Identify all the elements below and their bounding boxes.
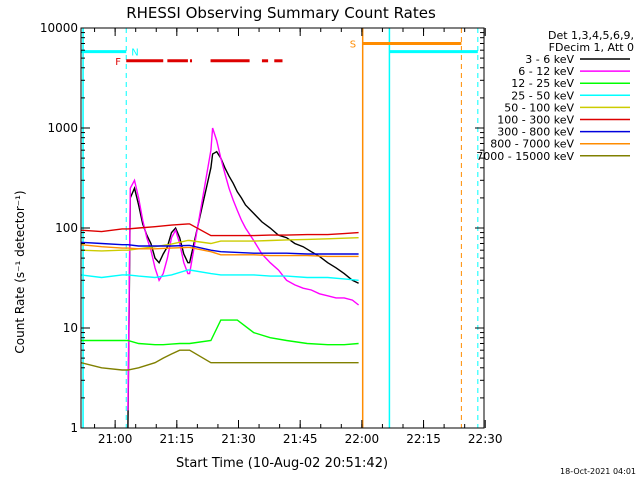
saa-flag-label: S	[350, 39, 356, 50]
series-group	[81, 28, 479, 428]
x-tick-label: 22:15	[406, 432, 441, 446]
x-tick-label: 21:00	[98, 432, 133, 446]
legend-label: 300 - 800 keV	[497, 126, 574, 139]
series-line	[81, 237, 359, 252]
series-line	[81, 319, 359, 346]
timestamp: 18-Oct-2021 04:01	[560, 467, 636, 476]
legend-label: 3 - 6 keV	[525, 53, 574, 66]
x-axis-label: Start Time (10-Aug-02 20:51:42)	[176, 456, 388, 471]
legend-label: 100 - 300 keV	[497, 114, 574, 127]
legend-label: 7000 - 15000 keV	[476, 150, 574, 163]
series-line	[81, 349, 359, 371]
legend-label: 6 - 12 keV	[518, 65, 574, 78]
legend-header: Det 1,3,4,5,6,9, FDecim 1, Att 0	[548, 29, 634, 54]
x-tick-label: 22:00	[345, 432, 380, 446]
axes: 21:00 21:15 21:30 21:45 22:00 22:15 22:30 1 10 10…	[40, 21, 503, 446]
plot-area: NF S	[81, 28, 479, 428]
night-flag-label: N	[131, 48, 138, 59]
chart-title: RHESSI Observing Summary Count Rates	[126, 4, 436, 22]
legend-label: 800 - 7000 keV	[490, 138, 574, 151]
x-tick-label: 22:30	[468, 432, 503, 446]
series-line	[81, 269, 359, 281]
y-tick-label: 1	[70, 421, 78, 435]
series-line	[127, 127, 360, 411]
x-tick-label: 21:15	[160, 432, 195, 446]
y-tick-label: 10	[63, 321, 78, 335]
series-line	[81, 223, 359, 237]
x-tick-label: 21:30	[221, 432, 256, 446]
legend-header-line: FDecim 1, Att 0	[549, 41, 634, 54]
legend-label: 25 - 50 keV	[511, 89, 574, 102]
flare-flag-label: F	[115, 57, 121, 68]
y-tick-label: 100	[55, 221, 78, 235]
series-line	[81, 241, 359, 255]
legend-label: 50 - 100 keV	[504, 101, 574, 114]
y-tick-label: 10000	[40, 21, 78, 35]
y-tick-label: 1000	[47, 121, 78, 135]
series-line	[81, 244, 359, 258]
y-axis-label: Count Rate (s⁻¹ detector⁻¹)	[13, 190, 27, 353]
legend-header-line: Det 1,3,4,5,6,9,	[548, 29, 634, 42]
legend-label: 12 - 25 keV	[511, 77, 574, 90]
x-tick-label: 21:45	[283, 432, 318, 446]
